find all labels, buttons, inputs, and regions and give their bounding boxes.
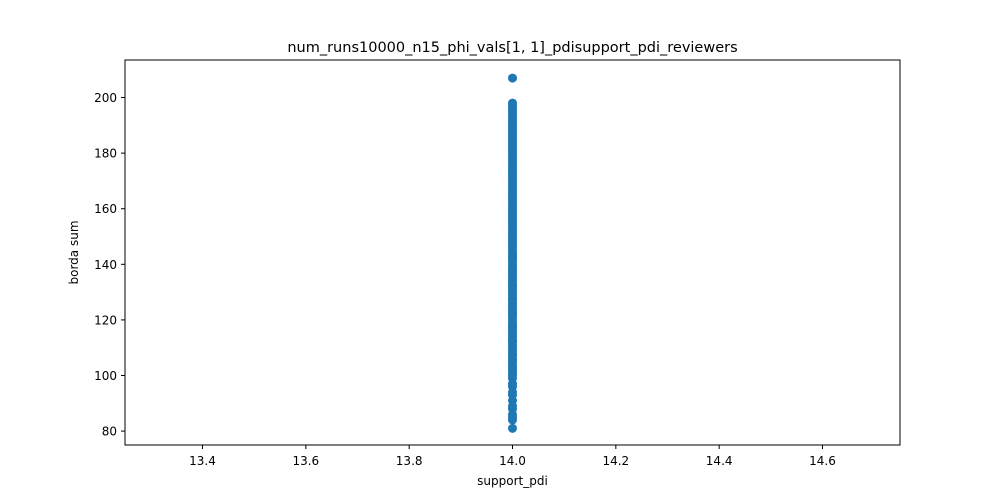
data-point: [508, 423, 517, 433]
x-tick-label: 14.0: [499, 454, 526, 468]
data-point: [508, 252, 517, 262]
x-tick-label: 13.4: [189, 454, 216, 468]
y-tick-label: 100: [94, 369, 117, 383]
data-point: [508, 364, 517, 374]
data-point: [508, 98, 517, 108]
x-tick-label: 14.2: [602, 454, 629, 468]
y-tick-label: 120: [94, 313, 117, 327]
data-points: [508, 73, 517, 433]
data-point: [508, 266, 517, 276]
data-point: [508, 73, 517, 83]
data-point: [508, 294, 517, 304]
chart-title: num_runs10000_n15_phi_vals[1, 1]_pdisupp…: [287, 40, 737, 56]
data-point: [508, 280, 517, 290]
y-tick-label: 160: [94, 202, 117, 216]
data-point: [508, 322, 517, 332]
x-tick-label: 13.6: [292, 454, 319, 468]
y-tick-label: 200: [94, 91, 117, 105]
y-tick-label: 180: [94, 147, 117, 161]
x-axis-label: support_pdi: [477, 474, 548, 488]
x-tick-label: 13.8: [396, 454, 423, 468]
data-point: [508, 336, 517, 346]
plot-area-frame: [124, 59, 901, 446]
y-tick-label: 140: [94, 258, 117, 272]
y-axis-label: borda sum: [67, 220, 81, 284]
x-tick-label: 14.4: [706, 454, 733, 468]
data-point: [508, 308, 517, 318]
data-point: [508, 350, 517, 360]
x-tick-label: 14.6: [809, 454, 836, 468]
y-tick-label: 80: [102, 425, 117, 439]
axis-ticks: 13.4 13.6 13.8 14.0 14.2 14.4 14.6 80 100 120 140 1…: [94, 91, 836, 468]
